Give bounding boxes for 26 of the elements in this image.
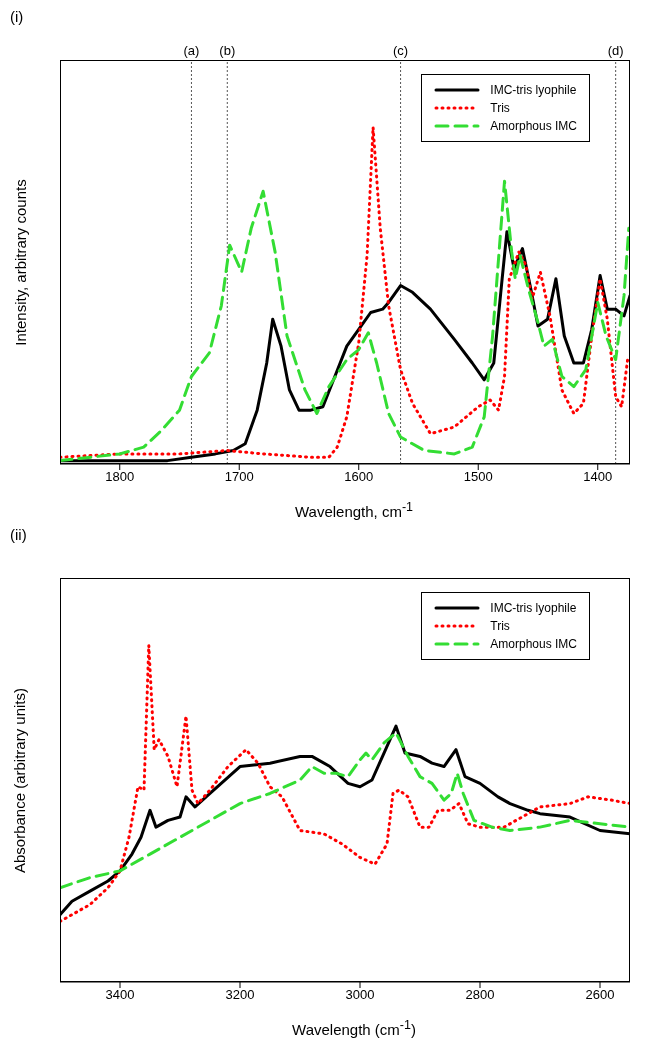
y-axis-title: Intensity, arbitrary counts <box>11 178 29 346</box>
legend-label: Amorphous IMC <box>490 637 577 651</box>
chart-title: (i) <box>9 8 25 27</box>
x-tick-label: 3400 <box>105 987 135 1003</box>
legend-label: Amorphous IMC <box>490 119 577 133</box>
chart-title: (ii) <box>9 526 28 545</box>
y-axis-title: Absorbance (arbitrary units) <box>11 687 29 873</box>
x-tick-label: 2600 <box>585 987 615 1003</box>
x-tick-label: 1700 <box>224 469 254 485</box>
x-tick-label: 3000 <box>345 987 375 1003</box>
x-tick-label: 1600 <box>344 469 374 485</box>
x-tick-label: 2800 <box>465 987 495 1003</box>
legend-label: IMC-tris lyophile <box>490 601 577 615</box>
x-axis-title: Wavelength, cm$^{-1}$ <box>293 500 415 520</box>
x-tick-label: 1800 <box>105 469 135 485</box>
legend-label: IMC-tris lyophile <box>490 83 577 97</box>
x-tick-label: 3200 <box>225 987 255 1003</box>
x-tick-label: 1400 <box>583 469 613 485</box>
ref-line-label: (d) <box>607 43 624 58</box>
legend-label: Tris <box>490 101 510 115</box>
legend-label: Tris <box>490 619 510 633</box>
ref-line-label: (a) <box>183 43 200 58</box>
ref-line-label: (b) <box>219 43 236 58</box>
x-tick-label: 1500 <box>463 469 493 485</box>
ref-line-label: (c) <box>392 43 409 58</box>
x-axis-title: Wavelength (cm$^{-1}$) <box>291 1018 417 1038</box>
